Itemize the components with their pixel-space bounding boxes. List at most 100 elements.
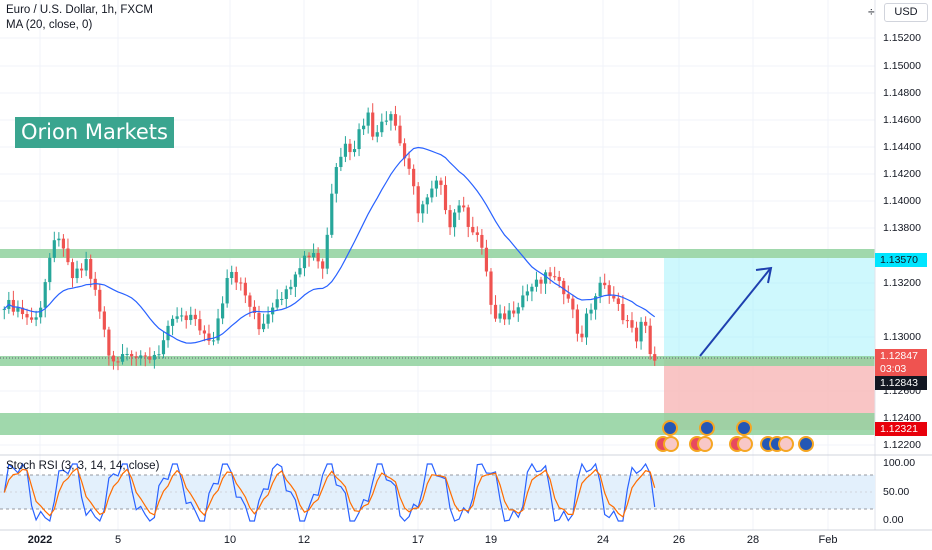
candle-body <box>70 262 75 279</box>
candle-body <box>489 271 493 305</box>
candle-body <box>516 307 520 314</box>
candle-body <box>293 274 297 287</box>
candle-body <box>193 314 197 320</box>
us-flag-icon <box>689 436 713 452</box>
candle-body <box>466 207 470 227</box>
candle-body <box>157 354 161 356</box>
candle-body <box>389 114 393 121</box>
eu-flag-icon <box>798 436 814 452</box>
candle-body <box>430 188 434 198</box>
candle-body <box>589 309 593 314</box>
event-icons[interactable] <box>655 420 814 452</box>
stoch-k-line <box>3 462 656 523</box>
candle-body <box>644 321 648 326</box>
candle-body <box>289 286 293 290</box>
candle-body <box>330 193 334 235</box>
candle-body <box>462 205 466 208</box>
candle-body <box>521 295 525 308</box>
candle-body <box>120 354 125 362</box>
candle-body <box>143 355 147 357</box>
candle-body <box>484 247 489 272</box>
candle-body <box>139 355 143 358</box>
candle-body <box>207 333 211 341</box>
candle-body <box>321 261 325 269</box>
candle-body <box>543 272 548 284</box>
candle-body <box>366 112 370 126</box>
candle-body <box>266 314 270 324</box>
eu-flag-icon <box>736 420 752 436</box>
candle-body <box>421 204 425 214</box>
eu-flag-icon <box>662 420 678 436</box>
candle-body <box>348 143 352 153</box>
candle-body <box>362 125 366 130</box>
y-tick: 1.12200 <box>883 439 921 451</box>
candle-body <box>380 121 384 133</box>
x-tick: Feb <box>818 534 838 546</box>
candle-body <box>48 257 52 283</box>
y-tick: 1.12400 <box>883 412 921 424</box>
candles <box>2 103 657 371</box>
candle-body <box>148 356 152 360</box>
current-price-tag: 1.12847 <box>875 349 927 363</box>
candle-body <box>457 205 461 213</box>
us-flag-icon <box>655 436 679 452</box>
lower-support-zone[interactable] <box>0 413 875 435</box>
candle-body <box>11 299 15 312</box>
rsi-tick: 0.00 <box>883 514 904 526</box>
candle-body <box>89 258 93 279</box>
candle-body <box>316 252 320 262</box>
candle-body <box>416 186 420 214</box>
eu-flag-icon <box>699 420 715 436</box>
candle-body <box>130 353 134 357</box>
symbol-title[interactable]: Euro / U.S. Dollar, 1h, FXCM <box>6 4 153 16</box>
y-tick: 1.14800 <box>883 87 921 99</box>
candle-body <box>66 248 70 263</box>
candle-body <box>257 312 261 330</box>
x-tick: 2022 <box>27 534 53 546</box>
candle-body <box>161 340 166 355</box>
ma-legend[interactable]: MA (20, close, 0) <box>6 19 93 31</box>
candle-body <box>325 234 329 269</box>
candle-body <box>375 132 379 137</box>
y-tick: 1.14400 <box>883 141 921 153</box>
projection-arrow[interactable] <box>699 266 773 357</box>
candle-body <box>452 212 457 228</box>
candle-body <box>407 158 411 169</box>
candle-body <box>439 180 443 185</box>
candle-body <box>339 156 343 168</box>
currency-button[interactable]: USD <box>884 3 928 22</box>
candle-body <box>57 238 61 241</box>
candle-body <box>598 282 602 297</box>
candle-body <box>175 316 179 319</box>
target-price-tag: 1.13570 <box>875 253 927 267</box>
candle-body <box>134 356 138 358</box>
candle-body <box>616 298 620 304</box>
candle-body <box>261 323 266 330</box>
x-tick: 24 <box>596 534 610 546</box>
candle-body <box>352 149 357 153</box>
candle-body <box>557 276 561 281</box>
candle-body <box>239 282 243 284</box>
candle-body <box>184 315 188 321</box>
candle-body <box>280 298 284 300</box>
candle-body <box>166 325 170 341</box>
y-tick: 1.13800 <box>883 222 921 234</box>
candle-body <box>98 289 102 312</box>
candle-body <box>334 167 338 194</box>
stoch-rsi-legend[interactable]: Stoch RSI (3, 3, 14, 14, close) <box>6 460 160 472</box>
y-tick: 1.14200 <box>883 168 921 180</box>
support-zone[interactable] <box>0 356 875 366</box>
candle-body <box>653 354 657 361</box>
candle-body <box>111 355 116 362</box>
resistance-zone[interactable] <box>0 249 875 258</box>
ma-line <box>3 146 656 344</box>
candle-body <box>384 120 388 122</box>
candle-body <box>225 278 229 304</box>
candle-body <box>575 309 579 334</box>
x-tick: 26 <box>672 534 686 546</box>
candle-body <box>39 307 43 318</box>
candle-body <box>234 271 238 283</box>
candle-body <box>243 282 247 296</box>
candle-body <box>639 321 643 342</box>
